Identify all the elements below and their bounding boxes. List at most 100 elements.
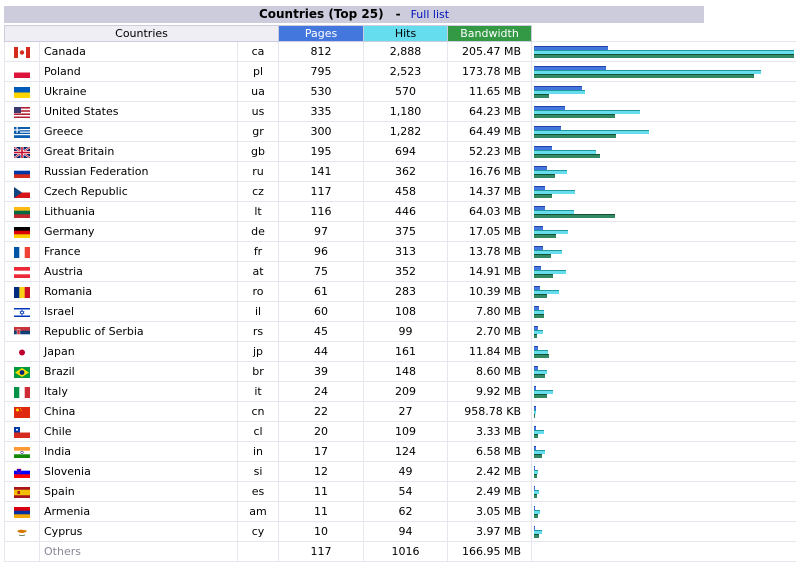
countries-column-header[interactable]: Countries bbox=[5, 26, 279, 42]
graph-cell bbox=[532, 322, 796, 342]
bandwidth-value: 205.47 MB bbox=[448, 42, 532, 62]
country-code: gr bbox=[238, 122, 279, 142]
bandwidth-bar bbox=[534, 254, 551, 258]
bandwidth-column-header[interactable]: Bandwidth bbox=[448, 26, 532, 42]
graph-cell bbox=[532, 502, 796, 522]
flag-cell bbox=[5, 182, 40, 202]
country-code: cn bbox=[238, 402, 279, 422]
bandwidth-value: 173.78 MB bbox=[448, 62, 532, 82]
hits-value: 283 bbox=[364, 282, 448, 302]
bandwidth-bar bbox=[534, 454, 542, 458]
bandwidth-bar bbox=[534, 314, 544, 318]
united-states-flag-icon bbox=[14, 107, 30, 118]
hits-value: 108 bbox=[364, 302, 448, 322]
ukraine-flag-icon bbox=[14, 87, 30, 98]
hits-value: 94 bbox=[364, 522, 448, 542]
flag-cell bbox=[5, 522, 40, 542]
pages-value: 39 bbox=[279, 362, 364, 382]
bandwidth-value: 9.92 MB bbox=[448, 382, 532, 402]
full-list-link[interactable]: Full list bbox=[411, 8, 449, 21]
country-name: Chile bbox=[40, 422, 238, 442]
graph-column-header bbox=[532, 26, 796, 42]
country-code: gb bbox=[238, 142, 279, 162]
graph-cell bbox=[532, 242, 796, 262]
others-hits: 1016 bbox=[364, 542, 448, 562]
cyprus-flag-icon bbox=[14, 527, 30, 538]
bandwidth-value: 52.23 MB bbox=[448, 142, 532, 162]
hits-value: 458 bbox=[364, 182, 448, 202]
hits-column-header[interactable]: Hits bbox=[364, 26, 448, 42]
section-title: Countries (Top 25) bbox=[259, 7, 384, 21]
flag-cell bbox=[5, 302, 40, 322]
graph-cell bbox=[532, 522, 796, 542]
graph-cell bbox=[532, 42, 796, 62]
others-label: Others bbox=[40, 542, 238, 562]
graph-cell bbox=[532, 422, 796, 442]
country-code: jp bbox=[238, 342, 279, 362]
flag-cell bbox=[5, 242, 40, 262]
flag-cell bbox=[5, 482, 40, 502]
bandwidth-bar bbox=[534, 294, 547, 298]
country-code: es bbox=[238, 482, 279, 502]
country-name: Republic of Serbia bbox=[40, 322, 238, 342]
bandwidth-bar bbox=[534, 394, 547, 398]
others-bandwidth: 166.95 MB bbox=[448, 542, 532, 562]
graph-cell bbox=[532, 202, 796, 222]
country-name: Czech Republic bbox=[40, 182, 238, 202]
country-code: am bbox=[238, 502, 279, 522]
bandwidth-bar bbox=[534, 474, 537, 478]
hits-value: 694 bbox=[364, 142, 448, 162]
country-name: Italy bbox=[40, 382, 238, 402]
bandwidth-value: 16.76 MB bbox=[448, 162, 532, 182]
bandwidth-bar bbox=[534, 334, 537, 338]
country-name: Great Britain bbox=[40, 142, 238, 162]
pages-value: 141 bbox=[279, 162, 364, 182]
pages-value: 96 bbox=[279, 242, 364, 262]
bandwidth-bar bbox=[534, 114, 615, 118]
graph-cell bbox=[532, 262, 796, 282]
pages-value: 24 bbox=[279, 382, 364, 402]
graph-cell bbox=[532, 542, 796, 562]
bandwidth-value: 3.97 MB bbox=[448, 522, 532, 542]
flag-cell bbox=[5, 442, 40, 462]
graph-cell bbox=[532, 162, 796, 182]
pages-value: 10 bbox=[279, 522, 364, 542]
country-code: br bbox=[238, 362, 279, 382]
country-name: Israel bbox=[40, 302, 238, 322]
country-code bbox=[238, 542, 279, 562]
graph-cell bbox=[532, 282, 796, 302]
graph-cell bbox=[532, 482, 796, 502]
bandwidth-value: 2.42 MB bbox=[448, 462, 532, 482]
graph-cell bbox=[532, 102, 796, 122]
slovenia-flag-icon bbox=[14, 467, 30, 478]
bandwidth-bar bbox=[534, 414, 535, 418]
country-name: Russian Federation bbox=[40, 162, 238, 182]
bandwidth-bar bbox=[534, 514, 538, 518]
pages-value: 45 bbox=[279, 322, 364, 342]
country-name: Armenia bbox=[40, 502, 238, 522]
hits-value: 375 bbox=[364, 222, 448, 242]
serbia-flag-icon bbox=[14, 327, 30, 338]
country-code: cz bbox=[238, 182, 279, 202]
pages-column-header[interactable]: Pages bbox=[279, 26, 364, 42]
flag-cell bbox=[5, 382, 40, 402]
hits-value: 2,888 bbox=[364, 42, 448, 62]
flag-cell bbox=[5, 162, 40, 182]
bandwidth-bar bbox=[534, 54, 794, 58]
pages-value: 530 bbox=[279, 82, 364, 102]
china-flag-icon bbox=[14, 407, 30, 418]
flag-cell bbox=[5, 402, 40, 422]
country-name: India bbox=[40, 442, 238, 462]
